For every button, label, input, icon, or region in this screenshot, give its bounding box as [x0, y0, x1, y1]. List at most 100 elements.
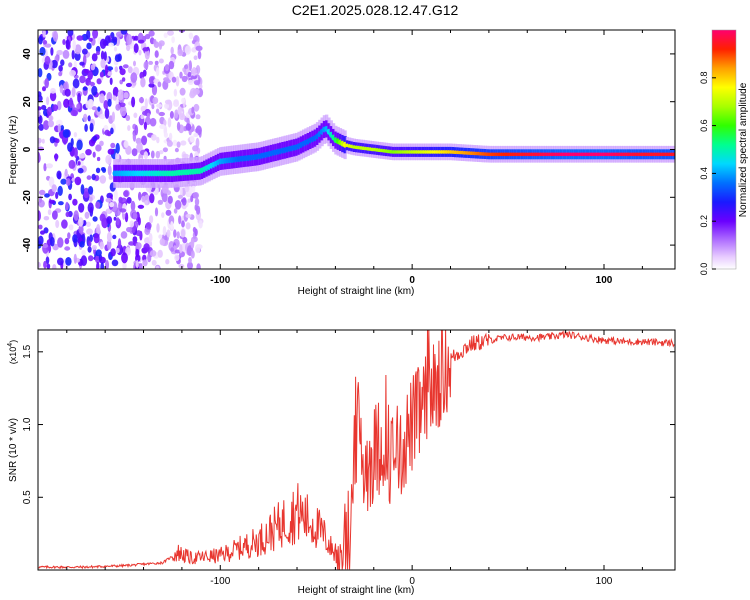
noise-blob — [38, 68, 43, 78]
colorbar-tick-label: 0.0 — [699, 263, 709, 276]
noise-blob — [79, 61, 85, 66]
noise-blob — [46, 96, 50, 106]
noise-blob — [99, 241, 105, 250]
noise-blob — [95, 45, 101, 53]
noise-blob — [47, 209, 52, 216]
noise-blob — [61, 219, 68, 229]
noise-blob — [191, 106, 195, 114]
noise-blob — [84, 211, 90, 219]
noise-blob — [179, 244, 183, 254]
noise-blob — [57, 185, 63, 196]
noise-blob — [86, 228, 93, 235]
noise-blob — [174, 254, 180, 262]
noise-blob — [161, 212, 165, 219]
noise-blob — [87, 70, 93, 81]
noise-blob — [91, 106, 97, 111]
noise-blob — [126, 44, 131, 52]
noise-blob — [92, 151, 96, 158]
noise-blob — [83, 113, 88, 123]
noise-blob — [119, 79, 123, 85]
noise-blob — [101, 167, 107, 173]
noise-blob — [48, 115, 54, 122]
noise-blob — [107, 165, 112, 176]
noise-blob — [148, 30, 155, 37]
noise-blob — [173, 100, 180, 107]
noise-blob — [198, 220, 203, 229]
noise-blob — [195, 244, 201, 254]
noise-blob — [121, 77, 126, 82]
noise-blob — [99, 175, 107, 184]
noise-blob — [115, 247, 120, 254]
noise-blob — [167, 195, 173, 204]
noise-blob — [115, 104, 121, 111]
noise-blob — [151, 104, 155, 110]
noise-blob — [103, 51, 107, 61]
noise-blob — [123, 140, 129, 148]
snr-xlabel: Height of straight line (km) — [298, 585, 415, 596]
noise-blob — [41, 244, 49, 248]
noise-blob — [71, 86, 76, 98]
noise-blob — [67, 142, 73, 152]
noise-blob — [165, 209, 172, 216]
noise-blob — [96, 78, 102, 85]
noise-blob — [156, 103, 163, 108]
noise-blob — [182, 236, 188, 244]
noise-blob — [171, 36, 175, 44]
noise-blob — [173, 88, 178, 97]
noise-blob — [124, 212, 129, 223]
noise-blob — [88, 186, 94, 195]
noise-blob — [197, 50, 202, 60]
noise-blob — [193, 80, 201, 86]
noise-blob — [113, 189, 118, 201]
noise-blob — [168, 60, 175, 70]
noise-blob — [144, 33, 151, 40]
noise-blob — [78, 217, 84, 227]
noise-blob — [42, 40, 48, 45]
noise-blob — [170, 46, 174, 55]
noise-blob — [156, 223, 160, 233]
noise-blob — [178, 215, 182, 225]
noise-blob — [190, 75, 198, 80]
noise-blob — [177, 194, 183, 199]
noise-blob — [44, 55, 51, 65]
noise-blob — [68, 159, 76, 169]
noise-blob — [122, 64, 129, 69]
spectrogram-axes: -100 0 100 -40 -20 0 20 40 — [22, 30, 675, 286]
noise-blob — [69, 70, 76, 77]
noise-blob — [62, 129, 70, 138]
noise-blob — [188, 60, 192, 72]
noise-blob — [190, 250, 195, 259]
noise-blob — [143, 61, 149, 70]
noise-blob — [64, 237, 70, 245]
noise-blob — [163, 119, 167, 127]
noise-blob — [74, 176, 82, 186]
noise-blob — [100, 59, 106, 69]
noise-blob — [55, 219, 60, 229]
noise-blob — [44, 43, 52, 48]
noise-blob — [42, 30, 46, 38]
snr-y-tick-label: 0.5 — [22, 490, 33, 504]
noise-blob — [38, 146, 44, 152]
noise-blob — [92, 216, 98, 222]
noise-blob — [167, 117, 172, 128]
noise-blob — [115, 31, 123, 38]
noise-blob — [46, 106, 53, 116]
noise-blob — [65, 257, 72, 266]
noise-blob — [123, 190, 129, 197]
noise-blob — [67, 232, 71, 240]
x-tick-label: 0 — [409, 275, 415, 286]
noise-blob — [174, 147, 179, 153]
noise-blob — [83, 187, 90, 199]
noise-blob — [105, 259, 109, 269]
noise-blob — [65, 178, 71, 186]
noise-blob — [189, 135, 195, 143]
noise-blob — [91, 53, 98, 62]
noise-blob — [185, 222, 191, 230]
noise-blob — [170, 221, 174, 230]
noise-blob — [137, 216, 141, 226]
noise-blob — [179, 186, 183, 197]
noise-blob — [38, 123, 44, 131]
noise-blob — [126, 34, 133, 45]
noise-blob — [96, 224, 101, 235]
noise-blob — [65, 201, 69, 211]
